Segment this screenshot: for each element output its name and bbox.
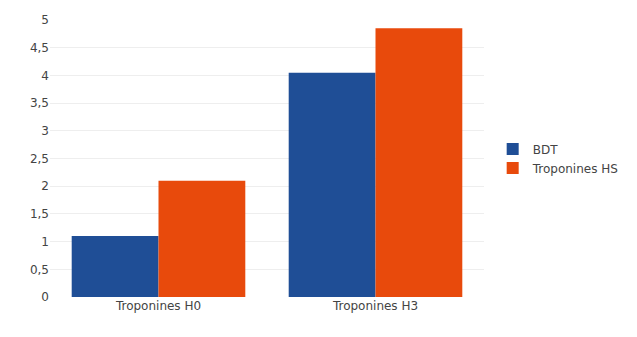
svg-text:4: 4 [41, 69, 49, 83]
svg-text:3: 3 [41, 124, 49, 138]
svg-text:4,5: 4,5 [30, 41, 49, 55]
svg-text:BDT: BDT [533, 143, 558, 157]
svg-text:0: 0 [41, 290, 49, 304]
svg-text:2,5: 2,5 [30, 152, 49, 166]
svg-text:2: 2 [41, 179, 49, 193]
svg-text:5: 5 [41, 13, 49, 27]
svg-text:Troponines H0: Troponines H0 [115, 299, 201, 313]
svg-text:3,5: 3,5 [30, 96, 49, 110]
svg-text:1,5: 1,5 [30, 207, 49, 221]
svg-text:1: 1 [41, 235, 49, 249]
svg-text:Troponines H3: Troponines H3 [332, 299, 418, 313]
svg-text:0,5: 0,5 [30, 263, 49, 277]
svg-text:Troponines HS: Troponines HS [532, 162, 618, 176]
